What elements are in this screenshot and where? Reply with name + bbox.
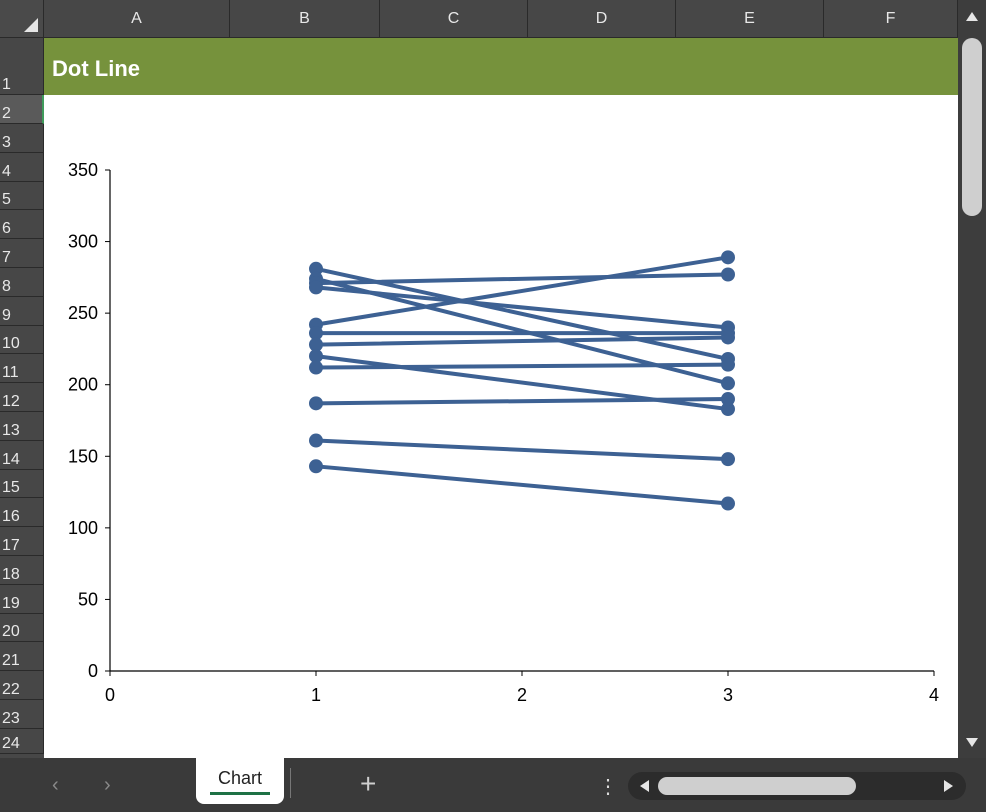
series-line-1 (314, 266, 730, 361)
triangle-right-icon[interactable] (944, 780, 953, 792)
column-header-e[interactable]: E (676, 0, 824, 38)
row-header-5[interactable]: 5 (0, 181, 44, 211)
column-header-b[interactable]: B (230, 0, 380, 38)
column-header-f[interactable]: F (824, 0, 958, 38)
series-2-point-2 (721, 376, 735, 391)
more-options-icon[interactable]: ⋮ (598, 776, 618, 798)
series-9-point-2 (721, 357, 735, 372)
series-8-point-1 (309, 349, 323, 364)
row-header-4[interactable]: 4 (0, 152, 44, 182)
chart-title-text: Dot Line (52, 56, 140, 81)
x-tick-label: 0 (105, 685, 115, 705)
x-tick-label: 3 (723, 685, 733, 705)
select-all-triangle-icon (24, 18, 38, 32)
row-header-21[interactable]: 21 (0, 642, 44, 672)
triangle-left-icon[interactable] (640, 780, 649, 792)
row-header-11[interactable]: 11 (0, 354, 44, 384)
y-tick-label: 250 (68, 303, 98, 323)
worksheet-grid[interactable]: Dot Line 0 50 100 150 200 250 300 350 0 1 2 3 4 (44, 38, 958, 758)
row-header-16[interactable]: 16 (0, 498, 44, 528)
sheet-tab-label: Chart (217, 767, 262, 788)
row-header-9[interactable]: 9 (0, 296, 44, 326)
series-7-point-1 (309, 337, 323, 352)
horizontal-scroll-thumb[interactable] (658, 777, 856, 795)
row-header-10[interactable]: 10 (0, 325, 44, 355)
y-tick-label: 350 (68, 160, 98, 180)
series-8-point-2 (721, 402, 735, 417)
series-line-9 (314, 362, 730, 370)
tab-divider (290, 768, 291, 798)
next-sheet-icon[interactable]: › (104, 774, 111, 796)
row-header-7[interactable]: 7 (0, 239, 44, 268)
row-header-2[interactable]: 2 (0, 95, 44, 124)
series-line-10 (314, 397, 730, 406)
column-header-c[interactable]: C (380, 0, 528, 38)
series-10-point-2 (721, 392, 735, 407)
vertical-scrollbar[interactable] (958, 0, 986, 758)
sheet-tab-chart[interactable]: Chart (196, 758, 284, 804)
series-7-point-2 (721, 330, 735, 345)
series-line-5 (314, 255, 730, 327)
select-all-corner[interactable] (0, 0, 44, 38)
dot-line-chart[interactable]: 0 50 100 150 200 250 300 350 0 1 2 3 4 (44, 38, 958, 758)
y-tick-label: 300 (68, 232, 98, 252)
series-9-point-1 (309, 360, 323, 375)
sheet-tab-bar: ‹ › Chart + ⋮ (0, 758, 986, 812)
series-4-point-1 (309, 280, 323, 295)
triangle-down-icon[interactable] (966, 738, 978, 747)
row-headers: 1 2 3 4 5 6 7 8 9 10 11 12 13 14 15 16 17 18 19 20 21 22 23 24 (0, 38, 44, 758)
row-header-22[interactable]: 22 (0, 671, 44, 700)
series-line-7 (314, 335, 730, 347)
series-11-point-1 (309, 433, 323, 448)
series-line-11 (314, 438, 730, 462)
series-5-point-2 (721, 250, 735, 265)
row-header-13[interactable]: 13 (0, 412, 44, 441)
series-line-3 (314, 272, 730, 286)
triangle-up-icon[interactable] (966, 12, 978, 21)
row-header-12[interactable]: 12 (0, 383, 44, 412)
vertical-scroll-thumb[interactable] (962, 38, 982, 216)
row-header-15[interactable]: 15 (0, 469, 44, 499)
series-line-4 (314, 285, 730, 330)
series-line-12 (314, 464, 730, 506)
row-header-3[interactable]: 3 (0, 124, 44, 153)
x-tick-label: 4 (929, 685, 939, 705)
series-12-point-1 (309, 459, 323, 474)
row-header-1[interactable]: 1 (0, 38, 44, 95)
y-tick-label: 0 (88, 661, 98, 681)
title-cell[interactable]: Dot Line (44, 38, 958, 95)
series-12-point-2 (721, 496, 735, 511)
y-tick-label: 200 (68, 375, 98, 395)
series-6-point-1 (309, 326, 323, 341)
row-header-19[interactable]: 19 (0, 584, 44, 614)
row-header-17[interactable]: 17 (0, 527, 44, 556)
x-tick-label: 1 (311, 685, 321, 705)
series-3-point-2 (721, 267, 735, 282)
row-header-8[interactable]: 8 (0, 268, 44, 297)
row-header-14[interactable]: 14 (0, 440, 44, 470)
prev-sheet-icon[interactable]: ‹ (52, 774, 59, 796)
add-sheet-button[interactable]: + (360, 768, 377, 799)
y-tick-label: 50 (78, 589, 98, 609)
series-1-point-1 (309, 261, 323, 276)
row-header-23[interactable]: 23 (0, 700, 44, 729)
series-11-point-2 (721, 452, 735, 467)
row-header-20[interactable]: 20 (0, 613, 44, 643)
row-header-24[interactable]: 24 (0, 728, 44, 754)
y-tick-label: 100 (68, 518, 98, 538)
horizontal-scrollbar[interactable] (628, 772, 966, 800)
series-10-point-1 (309, 396, 323, 411)
row-header-18[interactable]: 18 (0, 556, 44, 585)
column-header-d[interactable]: D (528, 0, 676, 38)
active-tab-underline (210, 791, 270, 795)
column-header-a[interactable]: A (44, 0, 230, 38)
y-tick-label: 150 (68, 446, 98, 466)
x-tick-label: 2 (517, 685, 527, 705)
row-header-6[interactable]: 6 (0, 210, 44, 240)
